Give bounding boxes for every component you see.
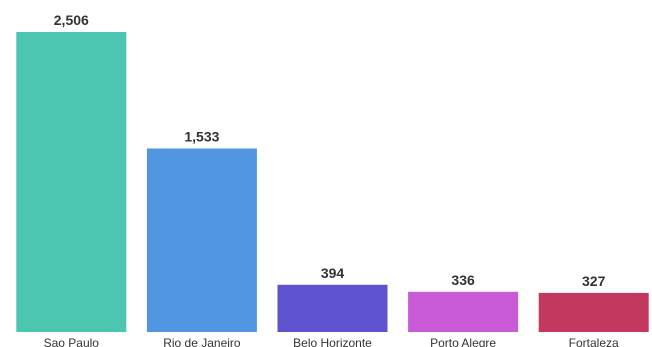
category-label: Fortaleza — [569, 336, 619, 347]
bar-rio-de-janeiro — [146, 148, 257, 332]
bar-porto-alegre — [408, 291, 519, 332]
bar-fortaleza — [538, 292, 649, 332]
value-label: 1,533 — [184, 129, 219, 145]
value-label: 2,506 — [54, 12, 89, 28]
value-labels-group: 2,506 1,533 394 336 327 — [54, 12, 606, 289]
value-label: 394 — [321, 265, 345, 281]
value-label: 336 — [451, 272, 475, 288]
category-label: Rio de Janeiro — [163, 336, 241, 347]
category-label: Sao Paulo — [44, 336, 100, 347]
category-labels-group: Sao Paulo Rio de Janeiro Belo Horizonte Por… — [44, 336, 619, 347]
category-label: Porto Alegre — [430, 336, 496, 347]
bars-group — [16, 32, 649, 332]
bar-belo-horizonte — [277, 284, 388, 332]
bar-sao-paulo — [16, 32, 127, 332]
value-label: 327 — [582, 273, 606, 289]
category-label: Belo Horizonte — [293, 336, 372, 347]
